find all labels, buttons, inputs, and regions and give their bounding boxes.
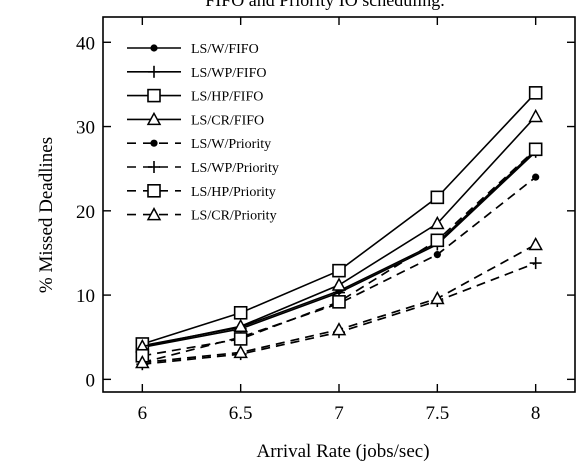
legend-item: LS/HP/FIFO — [127, 88, 263, 105]
legend-label: LS/CR/Priority — [191, 209, 277, 224]
series-group — [135, 86, 543, 371]
data-point-square — [233, 305, 248, 320]
data-point-square — [528, 142, 543, 157]
legend-label: LS/W/FIFO — [191, 42, 259, 57]
series-ls-cr-priority — [135, 236, 543, 369]
data-point-triangle — [331, 277, 347, 291]
x-tick-label: 7.5 — [425, 403, 449, 424]
data-point-square — [332, 263, 346, 278]
data-point-triangle — [430, 290, 445, 305]
data-point-triangle — [430, 215, 445, 230]
legend-label: LS/WP/FIFO — [191, 66, 266, 81]
series-line — [142, 148, 537, 357]
legend-item: LS/WP/FIFO — [127, 65, 266, 81]
legend-label: LS/HP/Priority — [191, 185, 276, 200]
chart-title: FIFO and Priority IO scheduling. — [205, 0, 444, 10]
y-tick-label: 20 — [76, 202, 95, 223]
x-tick-label: 6 — [138, 403, 148, 424]
legend-item: LS/W/Priority — [127, 137, 271, 152]
legend-item: LS/HP/Priority — [127, 184, 276, 200]
data-point-triangle — [233, 344, 248, 359]
axes-group: 6 6.5 7 7.5 8 0 10 20 30 40 — [76, 17, 575, 424]
data-point-triangle — [233, 318, 248, 333]
x-tick-label: 7 — [334, 403, 344, 424]
x-axis-label: Arrival Rate (jobs/sec) — [256, 441, 429, 462]
data-point-dot — [433, 251, 441, 259]
data-point-dot-legend — [150, 44, 158, 52]
series-line — [142, 149, 537, 347]
data-point-triangle-legend — [146, 207, 162, 221]
data-point-plus — [529, 257, 542, 270]
data-point-triangle — [528, 236, 543, 251]
legend-item: LS/WP/Priority — [127, 161, 279, 176]
data-point-dot — [532, 173, 540, 181]
legend-label: LS/WP/Priority — [191, 161, 279, 176]
data-point-triangle-legend — [146, 111, 162, 126]
legend-item: LS/CR/FIFO — [127, 111, 264, 128]
chart-title-group: FIFO and Priority IO scheduling. — [205, 0, 444, 10]
y-axis-label: % Missed Deadlines — [36, 137, 57, 293]
y-tick-label: 40 — [76, 33, 95, 54]
y-tick-label: 10 — [76, 286, 95, 307]
legend-item: LS/W/FIFO — [127, 42, 259, 57]
legend-item: LS/CR/Priority — [127, 207, 277, 224]
data-point-square — [430, 233, 445, 248]
data-point-plus-legend — [148, 161, 160, 173]
legend-label: LS/W/Priority — [191, 137, 271, 152]
y-tick-label: 0 — [86, 370, 96, 391]
y-tick-label: 30 — [76, 118, 95, 139]
series-ls-hp-fifo — [135, 86, 543, 351]
data-point-square-legend — [147, 184, 161, 198]
legend: LS/W/FIFO LS/WP/FIFO LS/HP/FIFO LS/CR/FIFO L… — [127, 42, 279, 224]
data-point-square — [528, 86, 543, 100]
series-line — [142, 176, 537, 364]
series-ls-cr-fifo — [135, 108, 543, 353]
data-point-square — [430, 190, 445, 205]
data-point-triangle — [528, 108, 543, 123]
data-point-square-legend — [147, 88, 161, 103]
legend-label: LS/CR/FIFO — [191, 113, 264, 128]
x-tick-label: 8 — [531, 403, 541, 424]
data-point-square — [233, 332, 248, 346]
data-point-plus-legend — [148, 65, 160, 78]
data-point-square — [332, 295, 346, 309]
legend-label: LS/HP/FIFO — [191, 90, 263, 105]
data-point-dot-legend — [150, 139, 158, 147]
data-point-triangle — [331, 322, 347, 336]
x-tick-label: 6.5 — [229, 403, 253, 424]
data-point-triangle — [135, 354, 150, 369]
